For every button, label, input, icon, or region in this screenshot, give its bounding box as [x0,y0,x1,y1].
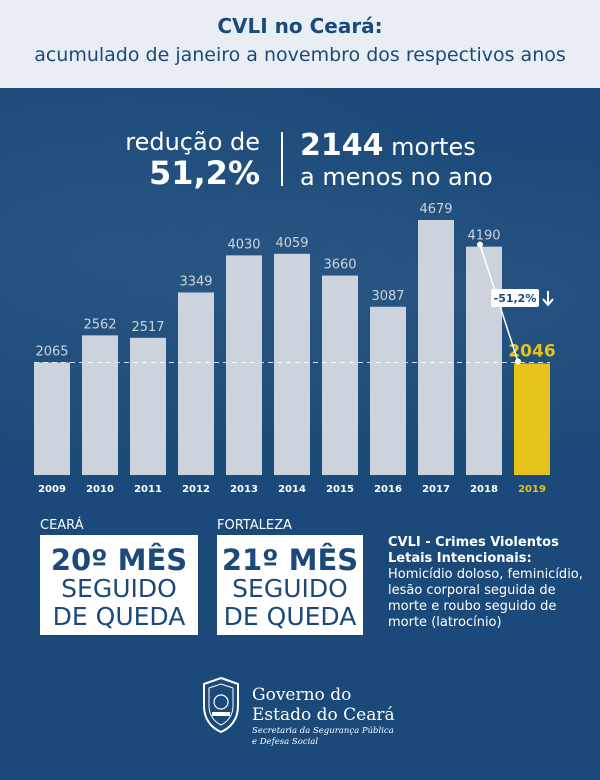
bar-2019 [514,363,550,475]
tick-label-2012: 2012 [182,484,210,495]
bar-2012 [178,292,214,475]
bar-2017 [418,220,454,475]
tick-label-2017: 2017 [422,484,450,495]
box-label-ceara: CEARÁ [40,518,84,533]
government-name: Governo do Estado do Ceará [252,685,395,725]
stat-divider [281,132,283,186]
trend-start-dot [477,241,483,248]
definition-body: Homicídio doloso, feminicídio, lesão cor… [388,567,583,630]
fortaleza-line2: SEGUIDO [232,574,348,603]
fortaleza-box: 21º MÊS SEGUIDO DE QUEDA [217,535,363,635]
value-label-2014: 4059 [275,236,308,251]
department-line1: Secretaria da Segurança Pública [252,726,394,736]
definition-title: CVLI - Crimes Violentos Letais Intencion… [388,535,559,566]
value-label-2019: 2046 [508,341,555,361]
government-name-line2: Estado do Ceará [252,705,395,725]
tick-label-2019: 2019 [518,484,546,495]
tick-label-2009: 2009 [38,484,66,495]
tick-label-2011: 2011 [134,484,162,495]
department-line2: e Defesa Social [252,737,319,747]
fortaleza-month: 21º MÊS [221,543,359,577]
value-label-2017: 4679 [419,202,452,217]
bar-2016 [370,306,406,475]
trend-end-dot [515,358,521,365]
reduction-label: redução de [125,128,260,156]
department-name: Secretaria da Segurança Pública e Defesa… [252,726,394,748]
value-label-2011: 2517 [131,320,164,335]
ceara-month: 20º MÊS [50,543,188,577]
value-label-2010: 2562 [83,317,116,332]
value-label-2012: 3349 [179,274,212,289]
reduction-stat: redução de 51,2% [60,128,260,192]
annotation-text: -51,2% [494,292,537,305]
ceara-box: 20º MÊS SEGUIDO DE QUEDA [40,535,198,635]
ceara-line2: SEGUIDO [61,574,177,603]
state-seal-icon [203,676,239,734]
deaths-line1: 2144 mortes [300,128,560,163]
page-title: CVLI no Ceará: [217,14,383,38]
bar-2011 [130,337,166,475]
deaths-value: 2144 [300,128,384,163]
annotation-badge [491,289,539,307]
bar-chart: 2065 2009 2562 2010 2517 2011 3349 2012 4030 2013… [34,202,556,495]
tick-label-2018: 2018 [470,484,498,495]
ceara-line3: DE QUEDA [52,602,186,631]
reduction-value: 51,2% [148,154,260,192]
tick-label-2014: 2014 [278,484,306,495]
value-label-2018: 4190 [467,229,500,244]
deaths-suffix: mortes [383,133,476,161]
value-label-2016: 3087 [371,289,404,304]
page-subtitle: acumulado de janeiro a novembro dos resp… [34,44,566,66]
tick-label-2016: 2016 [374,484,402,495]
header: CVLI no Ceará: acumulado de janeiro a no… [0,0,600,88]
value-label-2009: 2065 [35,344,68,359]
value-label-2015: 3660 [323,258,356,273]
tick-label-2013: 2013 [230,484,258,495]
value-label-2013: 4030 [227,237,260,252]
deaths-stat: 2144 mortes a menos no ano [300,128,560,191]
bar-2018 [466,246,502,475]
bar-2009 [34,362,70,475]
bar-2013 [226,255,262,475]
down-arrow-icon [542,291,554,307]
government-name-line1: Governo do [252,685,352,705]
bar-2015 [322,275,358,475]
bar-2010 [82,335,118,475]
tick-label-2010: 2010 [86,484,114,495]
deaths-line2: a menos no ano [300,163,493,191]
bar-2014 [274,253,310,475]
fortaleza-line3: DE QUEDA [223,602,357,631]
box-label-fortaleza: FORTALEZA [217,518,292,533]
tick-label-2015: 2015 [326,484,354,495]
